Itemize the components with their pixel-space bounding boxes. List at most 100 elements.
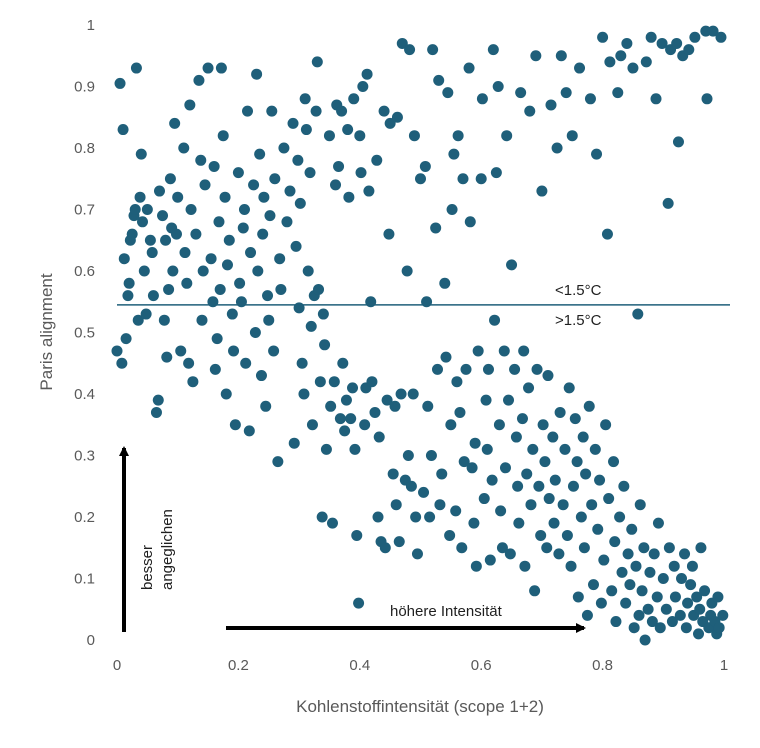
data-point [365, 296, 377, 308]
data-point [427, 44, 439, 56]
data-point [456, 542, 468, 554]
y-axis-title: Paris alignment [37, 273, 56, 390]
data-point [689, 31, 701, 43]
data-point [549, 474, 561, 486]
data-point [630, 560, 642, 572]
data-point [190, 228, 202, 240]
data-point [214, 283, 226, 295]
data-point [606, 585, 618, 597]
data-point [480, 394, 492, 406]
data-point [160, 234, 172, 246]
data-point [390, 499, 402, 511]
data-point [310, 105, 322, 117]
threshold-label-below: >1.5°C [555, 312, 602, 329]
data-point [680, 622, 692, 634]
data-point [172, 191, 184, 203]
data-point [300, 124, 312, 136]
data-point [663, 542, 675, 554]
data-point [468, 517, 480, 529]
data-point [317, 308, 329, 320]
data-point [333, 160, 345, 172]
data-point [130, 62, 142, 74]
data-point [632, 308, 644, 320]
data-point [378, 105, 390, 117]
data-point [294, 197, 306, 209]
data-point [600, 419, 612, 431]
data-point [132, 314, 144, 326]
data-point [642, 603, 654, 615]
data-point [197, 265, 209, 277]
data-point [266, 105, 278, 117]
data-point [575, 511, 587, 523]
data-point [234, 277, 246, 289]
data-point [701, 93, 713, 105]
data-point [207, 296, 219, 308]
data-point [595, 597, 607, 609]
x-tick-label: 0.2 [228, 657, 249, 674]
data-point [669, 591, 681, 603]
data-point [117, 124, 129, 136]
data-point [134, 191, 146, 203]
data-point [621, 37, 633, 49]
data-point [262, 290, 274, 302]
data-point [268, 345, 280, 357]
data-point [337, 357, 349, 369]
data-point [492, 81, 504, 92]
data-point [411, 548, 423, 560]
data-point [269, 173, 281, 185]
y-tick-label: 0.6 [74, 263, 95, 280]
data-point [281, 216, 293, 228]
data-point [126, 228, 138, 240]
data-point [193, 74, 205, 86]
data-point [243, 425, 255, 437]
data-point [410, 511, 422, 523]
data-point [589, 443, 601, 455]
data-point [242, 105, 254, 117]
data-point [584, 93, 596, 105]
data-point [478, 493, 490, 505]
tick-labels: 0 0.2 0.4 0.6 0.8 1 0 0.1 0.2 0.3 0.4 0.5 0.6 0.7 0.8 0… [74, 17, 728, 674]
data-point [240, 357, 252, 369]
data-point [161, 351, 173, 363]
data-point [135, 148, 147, 160]
data-point [404, 44, 416, 56]
data-point [682, 597, 694, 609]
data-point [336, 105, 348, 117]
data-point [527, 443, 539, 455]
data-point [533, 480, 545, 492]
data-point [342, 124, 354, 136]
data-point [372, 511, 384, 523]
data-point [648, 548, 660, 560]
data-point [255, 370, 267, 382]
data-point [626, 523, 638, 535]
data-point [421, 296, 433, 308]
data-point [657, 573, 669, 584]
data-point [434, 499, 446, 511]
data-point [475, 173, 487, 185]
data-point [302, 265, 314, 277]
data-point [646, 616, 658, 628]
data-point [228, 345, 240, 357]
data-point [118, 253, 130, 265]
data-point [196, 314, 208, 326]
data-point [436, 468, 448, 480]
y-tick-label: 0 [87, 632, 95, 649]
data-point [712, 591, 724, 603]
data-point [213, 216, 225, 228]
data-point [503, 394, 515, 406]
data-point [129, 204, 141, 215]
data-point [504, 548, 516, 560]
data-point [553, 548, 565, 560]
data-point [328, 376, 340, 388]
data-point [396, 37, 408, 49]
data-point [495, 505, 507, 517]
data-point [163, 283, 175, 295]
data-point [515, 87, 527, 99]
data-point [355, 167, 367, 179]
data-point [548, 517, 560, 529]
data-point [373, 431, 385, 443]
data-point [715, 31, 727, 43]
data-point [325, 400, 337, 412]
data-point [501, 130, 513, 142]
data-point [215, 62, 227, 74]
